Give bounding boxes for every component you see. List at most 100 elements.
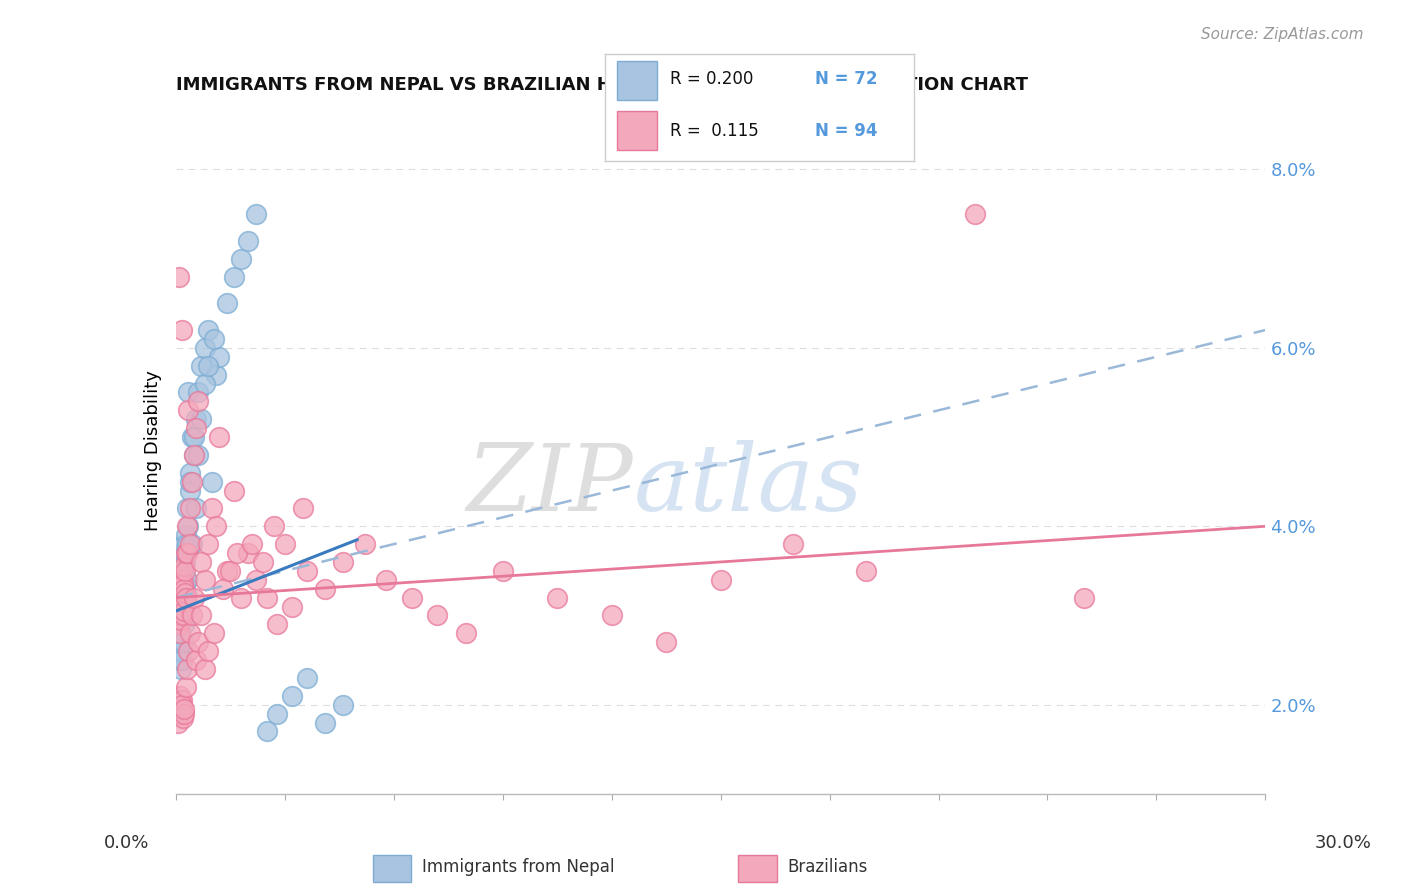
Point xyxy=(456,626,478,640)
Point xyxy=(190,608,212,623)
Point xyxy=(176,501,198,516)
Point xyxy=(208,430,231,444)
Point xyxy=(186,394,209,409)
Point xyxy=(655,635,678,649)
Point xyxy=(184,653,207,667)
Point xyxy=(215,564,238,578)
Point xyxy=(174,528,197,542)
Point xyxy=(197,537,219,551)
Point xyxy=(197,359,219,373)
Point xyxy=(167,564,190,578)
Point xyxy=(190,412,212,426)
Point xyxy=(179,626,201,640)
Point xyxy=(782,537,804,551)
Point xyxy=(855,564,877,578)
Point xyxy=(169,573,191,587)
Point xyxy=(353,537,375,551)
Text: IMMIGRANTS FROM NEPAL VS BRAZILIAN HEARING DISABILITY CORRELATION CHART: IMMIGRANTS FROM NEPAL VS BRAZILIAN HEARI… xyxy=(176,77,1028,95)
Point xyxy=(173,559,195,574)
Point xyxy=(202,626,225,640)
Point xyxy=(215,296,238,310)
Point xyxy=(266,617,288,632)
Point xyxy=(546,591,568,605)
Point xyxy=(169,689,191,703)
Point xyxy=(238,234,260,248)
Point xyxy=(176,662,198,676)
Text: ZIP: ZIP xyxy=(467,440,633,530)
Point xyxy=(167,617,190,632)
Point xyxy=(295,564,318,578)
Point xyxy=(174,555,197,569)
Bar xyxy=(373,855,412,881)
Point xyxy=(173,577,195,591)
Point xyxy=(183,448,205,462)
Point xyxy=(314,715,336,730)
Point xyxy=(173,582,195,596)
Point xyxy=(173,559,195,574)
Text: R = 0.200: R = 0.200 xyxy=(669,70,752,88)
Point xyxy=(173,617,195,632)
Point xyxy=(174,546,197,560)
Point xyxy=(174,591,197,605)
Point xyxy=(256,591,278,605)
Point xyxy=(186,448,209,462)
Point xyxy=(172,595,194,609)
Point xyxy=(173,537,195,551)
Point xyxy=(174,591,197,605)
Text: Immigrants from Nepal: Immigrants from Nepal xyxy=(422,858,614,877)
Point xyxy=(492,564,515,578)
Text: 0.0%: 0.0% xyxy=(104,834,149,852)
Point xyxy=(173,599,195,614)
Point xyxy=(172,653,194,667)
Point xyxy=(167,706,190,721)
Point xyxy=(231,252,253,266)
Text: atlas: atlas xyxy=(633,440,863,530)
Point xyxy=(172,698,194,712)
Point xyxy=(169,644,191,658)
Point xyxy=(169,698,191,712)
Point xyxy=(197,644,219,658)
Point xyxy=(240,537,263,551)
Point xyxy=(375,573,398,587)
Point xyxy=(172,577,194,591)
Point xyxy=(169,599,191,614)
Point xyxy=(173,702,195,716)
Point xyxy=(172,568,194,582)
Point xyxy=(256,724,278,739)
Point xyxy=(169,591,191,605)
Point xyxy=(190,555,212,569)
Point xyxy=(170,662,193,676)
Bar xyxy=(617,112,657,150)
Point xyxy=(172,546,194,560)
Point xyxy=(184,421,207,435)
Point xyxy=(170,693,193,707)
Point xyxy=(219,564,242,578)
Y-axis label: Hearing Disability: Hearing Disability xyxy=(143,370,162,531)
Point xyxy=(172,608,194,623)
Point xyxy=(179,537,201,551)
Point xyxy=(170,564,193,578)
Point xyxy=(245,207,267,221)
Point xyxy=(172,711,194,725)
Point xyxy=(172,608,194,623)
Point xyxy=(169,626,191,640)
Point xyxy=(181,537,204,551)
Point xyxy=(281,689,304,703)
Point xyxy=(170,644,193,658)
Point xyxy=(426,608,449,623)
Point xyxy=(179,475,201,489)
Point xyxy=(184,412,207,426)
Point xyxy=(222,269,245,284)
Point xyxy=(170,613,193,627)
Point xyxy=(174,586,197,600)
Point xyxy=(170,586,193,600)
Point xyxy=(291,501,314,516)
Point xyxy=(600,608,623,623)
Point xyxy=(190,359,212,373)
Point xyxy=(194,376,217,391)
Point xyxy=(172,635,194,649)
Point xyxy=(177,403,200,417)
Point xyxy=(170,573,193,587)
Point xyxy=(176,573,198,587)
Point xyxy=(226,546,249,560)
